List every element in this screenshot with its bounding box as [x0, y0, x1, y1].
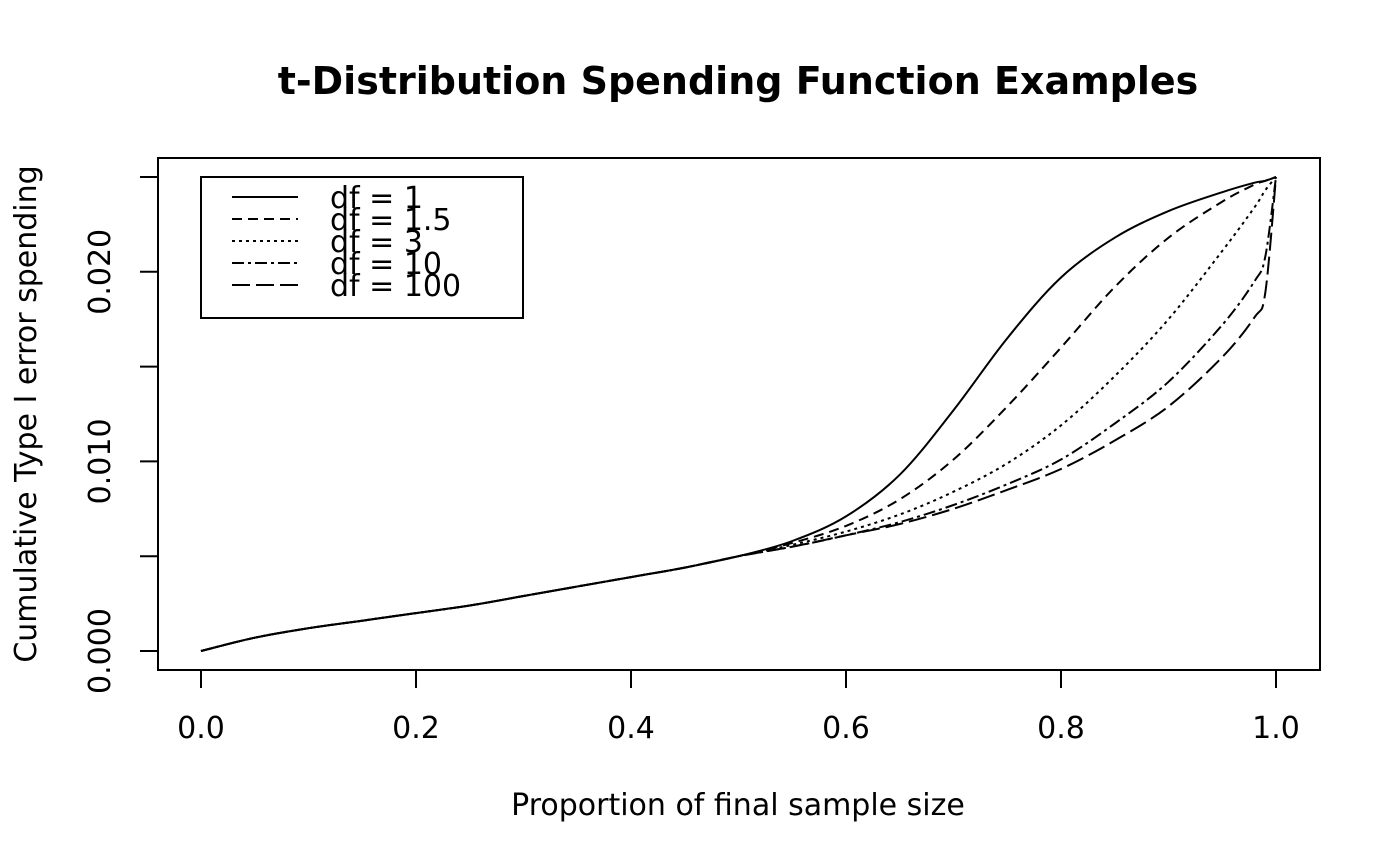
- x-axis: 0.0 0.2 0.4 0.6 0.8 1.0: [177, 669, 1300, 746]
- legend-label: df = 3: [330, 225, 423, 260]
- legend-label: df = 10: [330, 247, 442, 282]
- y-axis: 0.000 0.010 0.020: [83, 176, 159, 694]
- legend-label: df = 1.5: [330, 203, 452, 238]
- x-tick-label: 0.6: [822, 711, 870, 746]
- chart-title: t-Distribution Spending Function Example…: [278, 59, 1199, 103]
- series-lines: [200, 176, 1277, 652]
- x-tick-label: 0.0: [177, 711, 225, 746]
- y-tick-label: 0.020: [83, 229, 118, 315]
- x-axis-label: Proportion of final sample size: [511, 788, 965, 823]
- x-tick-label: 0.4: [607, 711, 655, 746]
- y-axis-label: Cumulative Type I error spending: [9, 165, 44, 662]
- y-tick-label: 0.010: [83, 418, 118, 504]
- series-line-3: [200, 176, 1277, 652]
- x-tick-label: 1.0: [1252, 711, 1300, 746]
- legend-label: df = 100: [330, 269, 461, 304]
- x-tick-label: 0.2: [392, 711, 440, 746]
- legend-box: [200, 176, 524, 319]
- legend-label: df = 1: [330, 181, 423, 216]
- y-tick-label: 0.000: [83, 608, 118, 694]
- series-line-5: [200, 176, 1277, 652]
- x-tick-label: 0.8: [1037, 711, 1085, 746]
